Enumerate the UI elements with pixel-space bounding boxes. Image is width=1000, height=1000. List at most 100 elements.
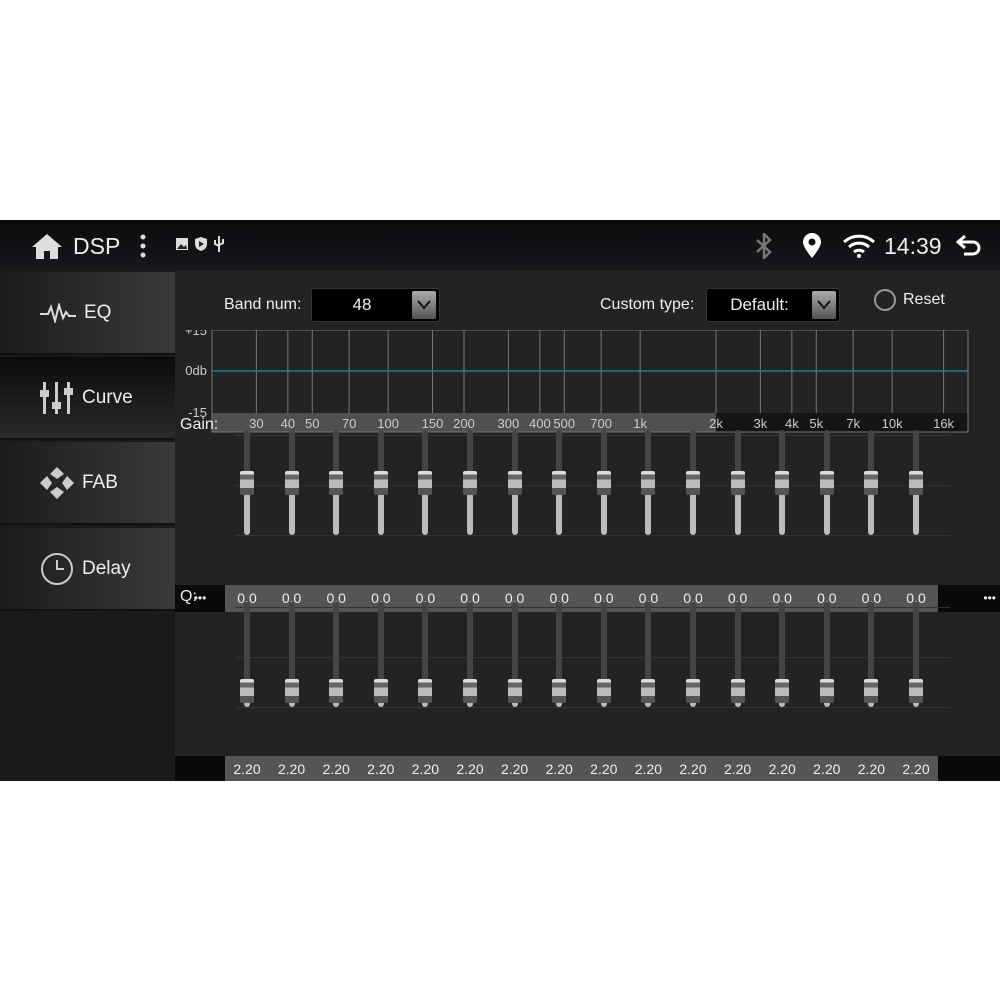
sidebar-item-eq[interactable]: EQ (0, 272, 175, 355)
q-values-row: 2.20 2.20 2.20 2.20 2.20 2.20 2.20 2.20 2.20 2.20… (225, 756, 938, 781)
q-slider-track[interactable] (556, 602, 563, 707)
gain-slider-handle[interactable] (329, 470, 344, 495)
q-slider-track[interactable] (868, 602, 875, 707)
sidebar-item-fab[interactable]: FAB (0, 442, 175, 525)
gain-value: 0.0 (460, 590, 480, 606)
q-slider-track[interactable] (244, 602, 250, 707)
status-bar: DSP 14:39 (0, 220, 1000, 270)
q-slider-track[interactable] (734, 602, 741, 707)
q-left-spacer (175, 756, 225, 781)
q-slider-track[interactable] (645, 602, 652, 707)
freq-tick-label: 16k (933, 416, 954, 431)
freq-tick-label: 5k (809, 416, 823, 431)
q-slider-handle[interactable] (463, 679, 477, 704)
custom-type-label: Custom type: (600, 296, 695, 313)
q-slider-track[interactable] (823, 602, 830, 707)
gain-slider-handle[interactable] (284, 470, 299, 495)
q-slider-handle[interactable] (596, 679, 611, 704)
custom-type-dropdown[interactable]: Default: (706, 288, 840, 322)
curve-panel: Band num: 48 Custom type: Default: Reset… (175, 270, 1000, 781)
more-left-button[interactable]: ••• (175, 585, 225, 612)
q-slider-track[interactable] (467, 602, 473, 707)
q-slider-handle[interactable] (819, 679, 834, 704)
freq-tick-label: 30 (249, 416, 263, 431)
q-slider-track[interactable] (690, 602, 696, 707)
sidebar-item-label: Delay (82, 557, 131, 579)
q-slider-handle[interactable] (240, 679, 254, 704)
q-slider-track[interactable] (377, 602, 384, 707)
freq-tick-label: 50 (305, 416, 319, 431)
gain-label: Gain: (180, 416, 219, 433)
sidebar-item-curve[interactable]: Curve (0, 357, 175, 440)
q-slider-handle[interactable] (909, 679, 923, 704)
gain-slider-handle[interactable] (641, 470, 656, 495)
q-slider-track[interactable] (422, 602, 429, 707)
gain-slider-handle[interactable] (775, 470, 790, 495)
gain-slider-handle[interactable] (552, 470, 567, 495)
slider-guide-line (235, 657, 950, 658)
location-icon (803, 233, 821, 258)
reset-radio[interactable]: Reset (874, 289, 954, 311)
gain-slider-handle[interactable] (909, 470, 923, 495)
freq-tick-label: 2k (709, 416, 723, 431)
q-value: 2.20 (233, 761, 261, 777)
gain-value: 0.0 (861, 590, 882, 606)
gain-slider-handle[interactable] (686, 470, 700, 495)
q-slider-track[interactable] (333, 602, 340, 707)
y-tick-label: 0db (185, 363, 207, 378)
q-slider-handle[interactable] (686, 679, 700, 704)
q-value: 2.20 (813, 761, 841, 777)
more-right-button[interactable]: ••• (938, 585, 1000, 612)
sidebar-item-label: FAB (82, 471, 118, 493)
y-tick-label: +15 (185, 330, 207, 338)
fader-balance-icon (40, 466, 74, 499)
gain-value: 0.0 (772, 590, 792, 606)
gain-slider-handle[interactable] (864, 470, 879, 495)
sidebar-item-delay[interactable]: Delay (0, 528, 175, 611)
gain-slider-handle[interactable] (596, 470, 611, 495)
clock-time: 14:39 (884, 233, 942, 259)
q-slider-handle[interactable] (864, 679, 879, 704)
q-value: 2.20 (679, 761, 707, 777)
q-slider-track[interactable] (779, 602, 786, 707)
gain-value: 0.0 (683, 590, 703, 606)
q-slider-handle[interactable] (284, 679, 299, 704)
q-slider-track[interactable] (600, 602, 607, 707)
slider-guide-line (235, 535, 950, 536)
home-icon[interactable] (31, 232, 63, 260)
q-slider-handle[interactable] (552, 679, 567, 704)
eq-curve-graph: 30 40 50 70 100 150 200 300 400 500 700 1k 2k 3k 4k 5k 7… (185, 330, 969, 433)
q-slider-track[interactable] (511, 602, 518, 707)
gain-slider-handle[interactable] (373, 470, 388, 495)
sidebar-item-label: EQ (84, 301, 112, 323)
clock-icon (41, 552, 73, 585)
freq-tick-label: 200 (453, 416, 475, 431)
freq-band-light (212, 413, 716, 432)
gain-slider-handle[interactable] (463, 470, 477, 495)
freq-tick-label: 700 (590, 416, 612, 431)
q-slider-handle[interactable] (775, 679, 790, 704)
q-slider-handle[interactable] (373, 679, 388, 704)
more-vert-icon[interactable] (139, 233, 147, 259)
freq-tick-label: 4k (785, 416, 799, 431)
gain-slider-handle[interactable] (418, 470, 433, 495)
q-right-spacer (938, 756, 1000, 781)
q-slider-handle[interactable] (418, 679, 433, 704)
q-slider-handle[interactable] (507, 679, 522, 704)
q-slider-track[interactable] (913, 602, 919, 707)
q-slider-handle[interactable] (641, 679, 656, 704)
gain-value: 0.0 (281, 590, 302, 606)
graph-frame (211, 330, 969, 433)
q-slider-handle[interactable] (329, 679, 344, 704)
waveform-icon (40, 302, 76, 323)
q-slider-track[interactable] (288, 602, 295, 707)
q-slider-handle[interactable] (730, 679, 745, 704)
gain-slider-handle[interactable] (819, 470, 834, 495)
band-num-dropdown[interactable]: 48 (311, 288, 440, 322)
freq-tick-label: 100 (377, 416, 399, 431)
gain-slider-handle[interactable] (507, 470, 522, 495)
sliders-icon (40, 381, 73, 414)
gain-slider-handle[interactable] (730, 470, 745, 495)
back-icon[interactable] (956, 234, 982, 258)
gain-slider-handle[interactable] (240, 470, 254, 495)
